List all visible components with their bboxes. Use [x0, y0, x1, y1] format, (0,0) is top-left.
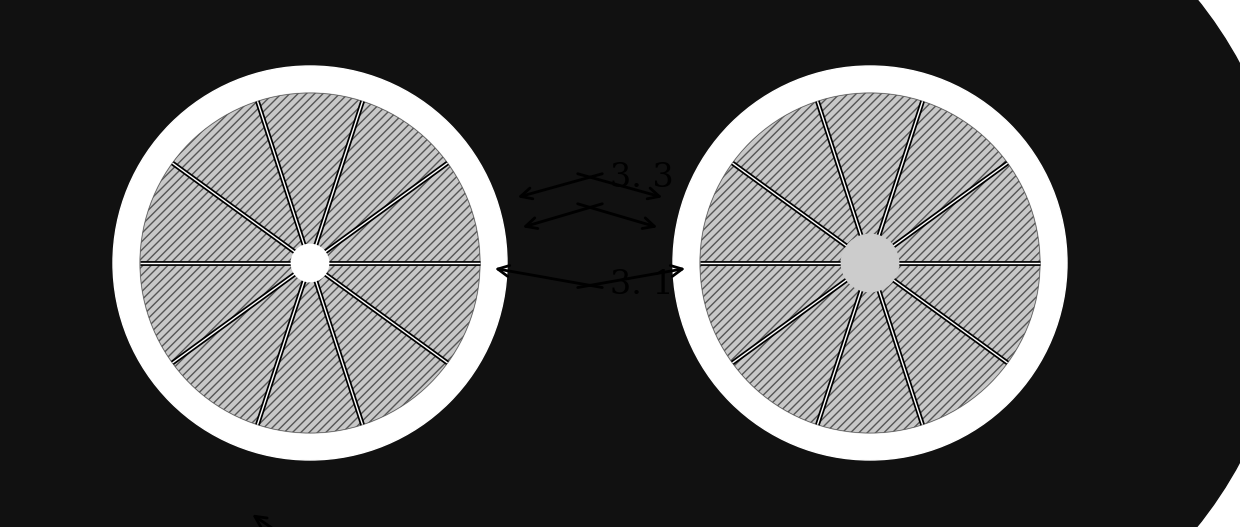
Circle shape: [0, 0, 730, 527]
Circle shape: [291, 245, 329, 281]
Text: 3. 3: 3. 3: [610, 162, 673, 194]
Circle shape: [140, 93, 480, 433]
Circle shape: [673, 66, 1066, 460]
Circle shape: [701, 93, 1040, 433]
Circle shape: [842, 235, 898, 291]
Circle shape: [113, 66, 507, 460]
Circle shape: [450, 0, 1240, 527]
Circle shape: [140, 93, 480, 433]
Circle shape: [701, 93, 1040, 433]
Text: 3. 1: 3. 1: [610, 269, 673, 301]
